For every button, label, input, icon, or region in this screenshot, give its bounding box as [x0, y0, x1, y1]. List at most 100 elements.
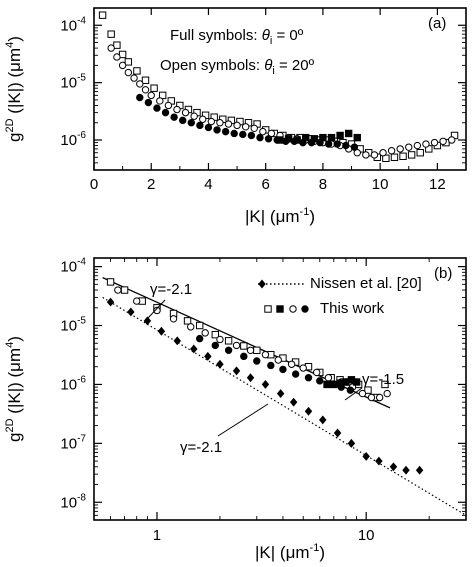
- panel-b-point-filled-square: [323, 380, 331, 389]
- panel-b-point-open-square: [120, 286, 129, 294]
- panel-a-point-open-circle: [130, 74, 138, 82]
- panel-b-point-filled-circle: [253, 357, 261, 365]
- panel-a-point-filled-circle: [264, 135, 273, 143]
- panel-a-point-open-square: [407, 151, 416, 159]
- panel-a-point-filled-circle: [350, 143, 359, 151]
- panel-b-point-filled-diamond: [276, 389, 285, 399]
- panel-b-point-filled-diamond: [127, 307, 135, 317]
- panel-b-point-filled-circle: [195, 334, 204, 343]
- panel-b-point-filled-circle: [211, 341, 219, 350]
- panel-b-point-filled-square: [330, 380, 338, 389]
- panel-b-point-filled-diamond: [415, 465, 424, 475]
- panel-b-point-filled-circle: [224, 346, 233, 354]
- panel-b-label: (b): [434, 265, 452, 282]
- panel-a-point-filled-circle: [187, 119, 195, 127]
- legend-nissen-label: Nissen et al. [20]: [310, 275, 422, 292]
- panel-a-annotation-open: Open symbols: θi = 20º: [160, 57, 315, 77]
- panel-a-y-tick-label: 10-4: [60, 15, 86, 34]
- panel-a-point-filled-circle: [136, 93, 144, 102]
- panel-a-point-filled-square: [353, 133, 361, 142]
- panel-a-point-open-circle: [353, 149, 361, 157]
- panel-a-point-filled-circle: [247, 131, 256, 140]
- panel-b-point-filled-diamond: [143, 316, 152, 326]
- panel-a-point-open-circle: [241, 123, 250, 131]
- panel-b-fit-line-dotted: [102, 296, 467, 516]
- panel-b-point-open-circle: [246, 346, 255, 354]
- panel-a-point-filled-square: [319, 133, 327, 142]
- panel-b-point-open-circle: [187, 323, 195, 331]
- panel-a-y-tick-label: 10-5: [60, 73, 86, 92]
- panel-a-point-filled-circle: [179, 116, 187, 125]
- panel-b-point-filled-circle: [346, 386, 355, 394]
- panel-a-data-layer: [98, 11, 459, 162]
- legend-this-work-sample: [264, 305, 309, 313]
- panel-a-point-open-circle: [207, 117, 216, 126]
- panel-a-ticks: 0 2 4 6 8 10 12 10-6 10-5 10-4: [60, 7, 466, 193]
- panel-a-point-filled-circle: [239, 130, 247, 139]
- panel-a-point-open-circle: [405, 143, 413, 151]
- panel-a-x-tick-label: 10: [372, 176, 389, 193]
- panel-b-point-filled-circle: [279, 365, 287, 374]
- panel-a-point-open-circle: [124, 68, 133, 77]
- panel-b-point-open-circle: [375, 393, 384, 402]
- panel-a-point-open-circle: [370, 151, 379, 159]
- panel-a-point-filled-circle: [204, 123, 213, 132]
- panel-a-point-filled-square: [302, 133, 310, 142]
- panel-a-point-open-circle: [422, 140, 430, 148]
- panel-b-point-open-circle: [383, 389, 391, 398]
- legend-filled-square-marker: [276, 305, 284, 313]
- panel-b-point-filled-diamond: [304, 406, 313, 416]
- panel-b-point-filled-diamond: [190, 344, 198, 354]
- panel-b-chart: 1 10 10-8 10-7 10-6 10-5 10-4 (b) Nissen et al…: [4, 257, 467, 562]
- panel-a-x-tick-label: 0: [90, 176, 98, 193]
- panel-b-point-open-circle: [133, 297, 141, 305]
- panel-a-chart: 0 2 4 6 8 10 12 10-6 10-5 10-4 (a) Full symbols: …: [4, 7, 467, 226]
- panel-b-point-filled-diamond: [402, 465, 410, 475]
- panel-a-point-open-circle: [430, 138, 439, 147]
- panel-a-point-open-square: [150, 84, 158, 92]
- panel-a-point-open-circle: [259, 127, 267, 136]
- panel-a-point-filled-circle: [144, 98, 153, 107]
- legend-open-circle-marker: [289, 305, 297, 313]
- panel-b-point-filled-diamond: [375, 456, 383, 466]
- panel-a-point-filled-circle: [256, 133, 264, 142]
- panel-a-point-filled-circle: [324, 140, 333, 148]
- legend-nissen-sample: [258, 279, 304, 289]
- panel-b-point-filled-circle: [267, 361, 275, 370]
- panel-b-y-axis-title: g2D (|K|) (μm4): [4, 336, 24, 442]
- panel-a-point-open-square: [416, 149, 424, 157]
- panel-b-x-tick-label: 1: [153, 527, 161, 544]
- slope-arrow-lower: [217, 403, 269, 437]
- panel-a-point-open-square: [158, 91, 167, 100]
- panel-a-point-open-circle: [379, 149, 387, 157]
- slope-annotation-lower: γ=-2.1: [180, 439, 222, 456]
- panel-b-point-filled-diamond: [333, 428, 342, 438]
- panel-a-point-open-square: [124, 58, 133, 66]
- panel-b-point-open-square: [381, 380, 389, 389]
- panel-a-point-open-circle: [396, 145, 404, 153]
- panel-a-point-open-circle: [156, 97, 164, 105]
- panel-b-y-tick-label: 10-6: [60, 374, 86, 393]
- panel-a-point-filled-circle: [170, 113, 178, 121]
- panel-b-point-open-circle: [299, 364, 307, 372]
- panel-a-point-filled-square: [344, 129, 353, 138]
- panel-a-point-filled-circle: [342, 141, 350, 150]
- panel-a-point-open-circle: [190, 112, 198, 120]
- panel-a-point-open-square: [382, 154, 390, 162]
- panel-a-point-filled-square: [310, 135, 319, 143]
- panel-a-point-filled-circle: [230, 129, 238, 138]
- panel-b-point-filled-circle: [291, 370, 300, 378]
- panel-a-point-filled-circle: [333, 140, 341, 148]
- panel-a-point-filled-circle: [213, 126, 221, 134]
- panel-a-point-open-circle: [250, 124, 258, 132]
- panel-b-point-filled-circle: [304, 374, 313, 382]
- panel-a-x-tick-label: 8: [319, 176, 327, 193]
- panel-b-point-open-circle: [153, 306, 161, 315]
- panel-a-point-open-circle: [147, 91, 155, 100]
- panel-a-plot-frame: [93, 7, 467, 171]
- panel-a-point-filled-square: [284, 135, 293, 143]
- panel-b-point-open-circle: [216, 335, 224, 344]
- panel-b-point-open-square: [211, 330, 219, 339]
- panel-b-point-open-circle: [232, 341, 241, 350]
